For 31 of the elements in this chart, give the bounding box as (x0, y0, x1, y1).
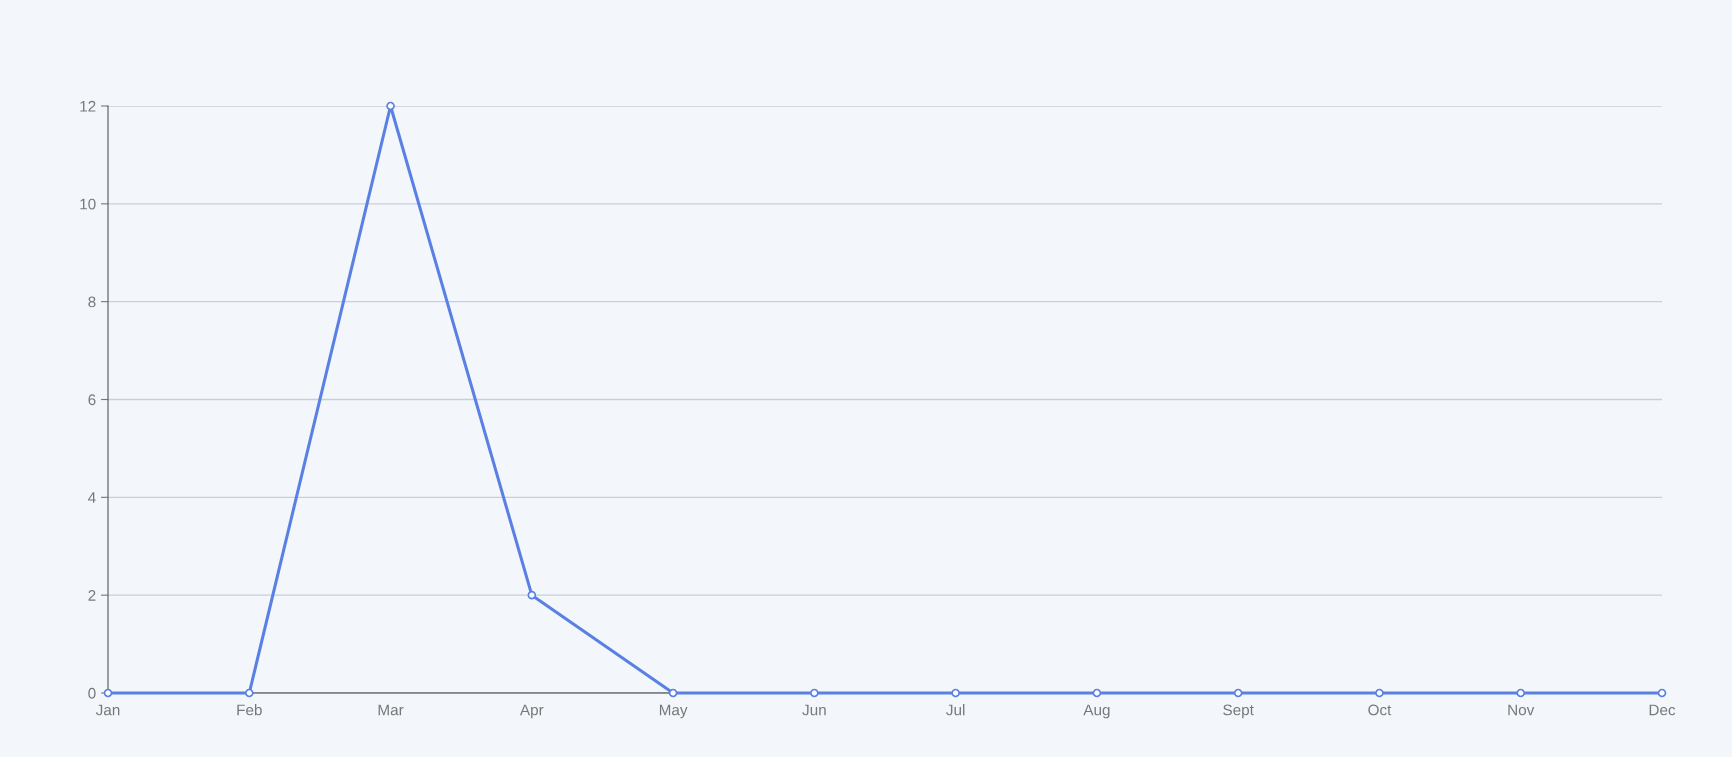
point (527, 590, 537, 600)
point (386, 101, 395, 111)
y-tick-label: 2 (88, 590, 96, 601)
x-tick-label: Dec (1649, 704, 1676, 716)
point (1375, 688, 1384, 698)
x-tick-label: Jan (95, 704, 120, 716)
point (810, 688, 819, 698)
point (1657, 688, 1667, 698)
x-tick-label: Apr (519, 704, 544, 719)
y-tick-label: 6 (88, 394, 96, 406)
y-tick-label: 10 (80, 198, 96, 210)
x-tick-label: Feb (237, 704, 262, 716)
x-tick-label: Jun (802, 704, 826, 716)
x-tick-label: Sept (1223, 704, 1254, 719)
x-tick-label: Jul (946, 704, 965, 716)
y-tick-label: 4 (88, 492, 96, 503)
x-tick-label: Nov (1508, 704, 1535, 716)
x-tick-label: May (659, 704, 688, 719)
point (1092, 688, 1102, 698)
point (1233, 688, 1243, 698)
y-tick-label: 8 (88, 296, 96, 308)
point (1516, 688, 1526, 698)
point (668, 688, 678, 698)
y-tick-label: 12 (80, 100, 96, 112)
point (951, 688, 960, 698)
x-tick-label: Oct (1368, 704, 1392, 716)
x-tick-label: Aug (1083, 704, 1110, 719)
point (103, 688, 113, 698)
y-tick-label: 0 (88, 687, 96, 699)
x-tick-label: Mar (378, 704, 404, 716)
point (244, 688, 254, 698)
